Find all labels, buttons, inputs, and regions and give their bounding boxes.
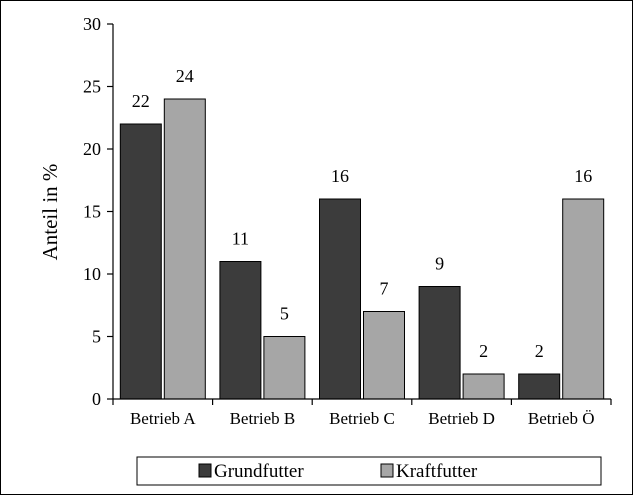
bar-value-label: 9	[435, 254, 444, 274]
y-tick-label: 15	[83, 202, 101, 222]
y-tick-label: 10	[83, 264, 101, 284]
legend-label-grundfutter: Grundfutter	[214, 461, 304, 482]
y-tick-label: 0	[92, 389, 101, 409]
bar-grundfutter	[518, 373, 561, 400]
x-ticks-group: Betrieb A Betrieb B Betrieb C Betrieb D Betr…	[112, 399, 612, 428]
bar-kraftfutter	[163, 98, 206, 400]
bar-grundfutter	[319, 198, 361, 400]
legend-box	[136, 456, 602, 486]
bar-value-label: 16	[574, 166, 592, 186]
x-category-label: Betrieb D	[428, 409, 495, 428]
bar-kraftfutter	[562, 198, 605, 400]
bar-value-label: 2	[479, 341, 488, 361]
bar-value-label: 16	[331, 166, 349, 186]
bar-value-label: 11	[232, 229, 249, 249]
x-category-label: Betrieb Ö	[528, 409, 595, 428]
bar-kraftfutter	[462, 373, 505, 400]
y-tick-label: 30	[83, 14, 101, 34]
bar-grundfutter	[119, 123, 162, 400]
legend-label-kraftfutter: Kraftfutter	[396, 461, 478, 482]
bar-grundfutter	[219, 261, 262, 400]
bar-value-label: 7	[380, 279, 389, 299]
legend-swatch-kraftfutter	[380, 463, 394, 478]
bar-value-label: 22	[132, 91, 150, 111]
y-tick-label: 25	[83, 77, 101, 97]
legend-items: Grundfutter Kraftfutter	[198, 461, 478, 482]
x-category-label: Betrieb C	[329, 409, 395, 428]
bar-kraftfutter	[263, 336, 306, 400]
y-tick-label: 20	[83, 139, 101, 159]
bar-value-label: 2	[535, 341, 544, 361]
bar-grundfutter	[418, 286, 461, 400]
bar-kraftfutter	[363, 311, 405, 400]
y-ticks-group: 0 5 10 15 20 25 30	[83, 14, 113, 409]
bars-group	[119, 98, 605, 400]
y-axis-title: Anteil in %	[38, 164, 62, 261]
bar-value-label: 5	[280, 304, 289, 324]
x-category-label: Betrieb A	[130, 409, 196, 428]
legend-swatch-grundfutter	[198, 463, 212, 478]
y-tick-label: 5	[92, 327, 101, 347]
x-category-label: Betrieb B	[230, 409, 296, 428]
legend: Grundfutter Kraftfutter	[136, 456, 602, 486]
bar-value-label: 24	[176, 66, 194, 86]
